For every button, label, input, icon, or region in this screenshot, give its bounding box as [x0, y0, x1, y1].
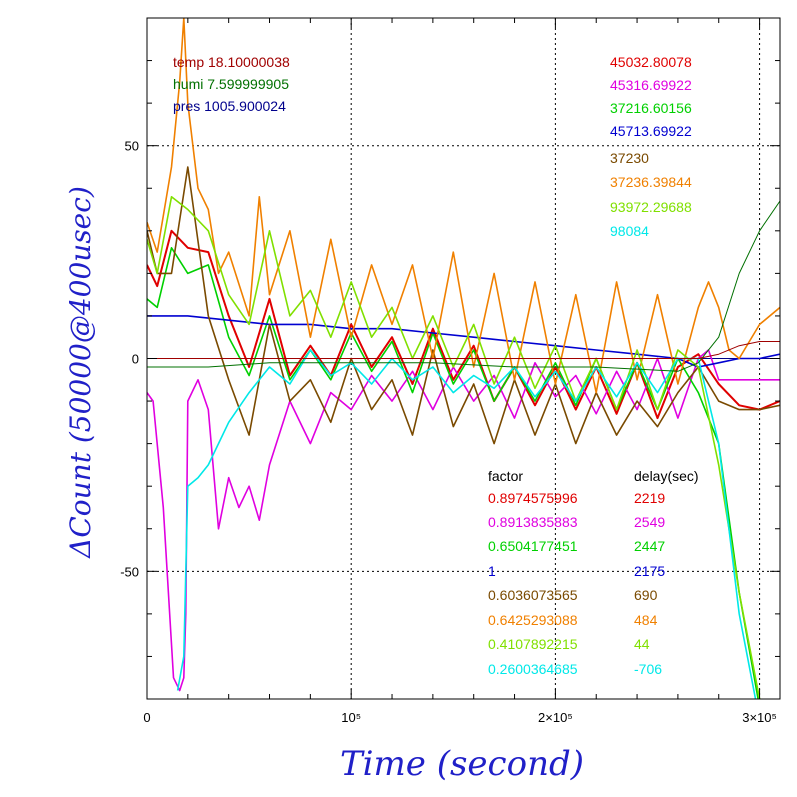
factor-delay-table: factor delay(sec) 0.8974575996 2219 0.89… — [488, 468, 699, 677]
x-tick-label: 10⁵ — [341, 710, 361, 725]
delay-value: 484 — [634, 612, 658, 628]
series-line — [147, 229, 780, 420]
tick-labels: 0 10⁵ 2×10⁵ 3×10⁵ -50 0 50 — [120, 139, 777, 725]
series-layer — [147, 18, 780, 699]
factor-value: 0.8974575996 — [488, 490, 578, 506]
baseline-label: 37230 — [610, 150, 649, 166]
series-line — [147, 247, 759, 699]
baseline-label: 37236.39844 — [610, 174, 692, 190]
delay-value: -706 — [634, 661, 662, 677]
env-label-temp: temp 18.10000038 — [173, 54, 290, 70]
baseline-label: 93972.29688 — [610, 199, 692, 215]
table-header-factor: factor — [488, 468, 523, 484]
baseline-labels: 45032.80078 45316.69922 37216.60156 4571… — [610, 54, 692, 239]
series-line — [176, 349, 757, 699]
baseline-label: 45032.80078 — [610, 54, 692, 70]
series-line — [147, 349, 780, 692]
y-axis-title: ΔCount (50000@400usec) — [64, 186, 97, 559]
factor-value: 0.6036073565 — [488, 587, 578, 603]
y-tick-label: 50 — [125, 139, 139, 154]
baseline-label: 98084 — [610, 223, 649, 239]
tick-marks — [146, 17, 780, 700]
env-label-pres: pres 1005.900024 — [173, 98, 286, 114]
delay-value: 2175 — [634, 563, 665, 579]
y-tick-label: 0 — [132, 352, 139, 367]
baseline-label: 45713.69922 — [610, 123, 692, 139]
env-label-humi: humi 7.599999905 — [173, 76, 289, 92]
y-tick-label: -50 — [120, 564, 139, 579]
x-tick-label: 3×10⁵ — [742, 710, 777, 725]
factor-value: 1 — [488, 563, 496, 579]
env-labels: temp 18.10000038 humi 7.599999905 pres 1… — [173, 54, 290, 114]
series-line — [147, 200, 780, 372]
baseline-label: 45316.69922 — [610, 77, 692, 93]
factor-value: 0.2600364685 — [488, 661, 578, 677]
baseline-label: 37216.60156 — [610, 100, 692, 116]
x-tick-label: 2×10⁵ — [538, 710, 573, 725]
delay-value: 44 — [634, 636, 650, 652]
factor-value: 0.6425293088 — [488, 612, 578, 628]
series-line — [147, 166, 780, 445]
delay-value: 2219 — [634, 490, 665, 506]
delay-value: 2549 — [634, 514, 665, 530]
factor-value: 0.6504177451 — [488, 538, 578, 554]
factor-value: 0.4107892215 — [488, 636, 578, 652]
delay-value: 2447 — [634, 538, 665, 554]
x-axis-title: Time (second) — [340, 744, 584, 784]
series-line — [147, 341, 780, 359]
factor-value: 0.8913835883 — [488, 514, 578, 530]
x-tick-label: 0 — [143, 710, 150, 725]
series-line — [147, 18, 780, 394]
delay-value: 690 — [634, 587, 658, 603]
table-header-delay: delay(sec) — [634, 468, 699, 484]
